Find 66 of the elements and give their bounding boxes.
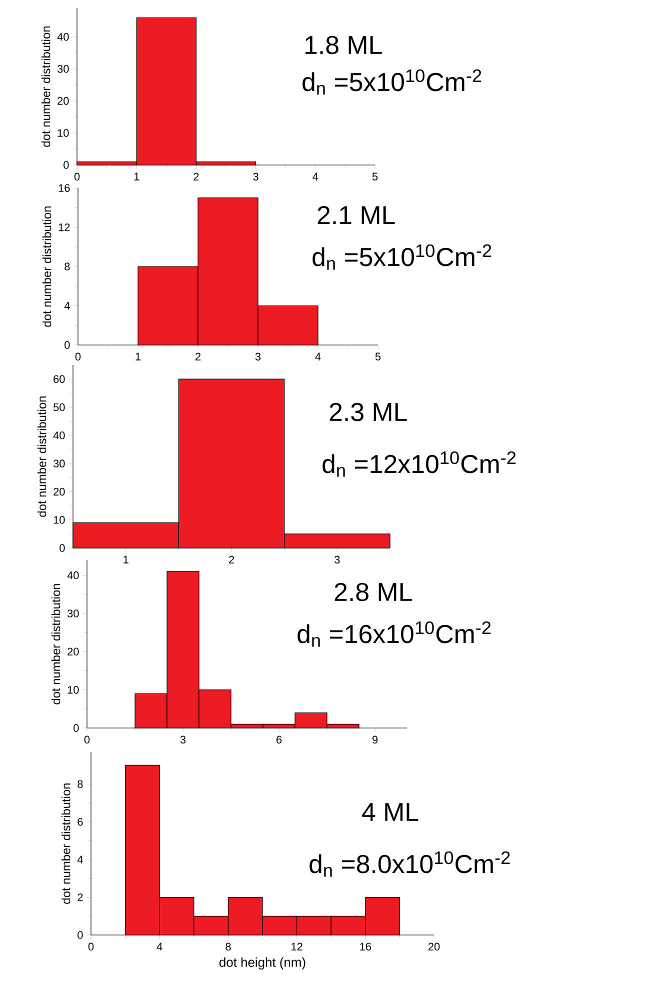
y-tick-label: 60: [54, 375, 65, 383]
y-tick-label: 10: [54, 516, 65, 524]
y-axis-title: dot number distribution: [51, 584, 60, 704]
x-tick-label: 4: [156, 942, 162, 950]
x-tick-label: 0: [84, 736, 90, 744]
text: d$_{n}$ =16x10$^{10}$Cm$^{-2}$: [298, 621, 491, 647]
y-tick-label: 0: [64, 161, 69, 169]
x-tick-label: 4: [315, 352, 321, 360]
text: 1.8 ML: [305, 36, 382, 54]
y-tick-label: 30: [57, 65, 69, 73]
x-tick-label: 1: [134, 172, 140, 180]
x-tick-label: 3: [255, 352, 261, 361]
y-tick-label: 10: [68, 686, 79, 694]
x-tick-label: 2: [194, 172, 199, 180]
y-tick-label: 4: [64, 302, 70, 310]
y-tick-label: 6: [78, 818, 83, 826]
y-tick-label: 40: [57, 32, 69, 41]
text: 4 ML: [362, 803, 418, 821]
text: 2.1 ML: [318, 206, 395, 224]
y-tick-label: 40: [67, 571, 79, 580]
x-tick-label: 3: [334, 556, 340, 564]
x-tick-label: 1: [136, 352, 141, 360]
text: d$_{n}$ =5x10$^{10}$Cm$^{-2}$: [302, 69, 482, 95]
y-axis-title: dot number distribution: [42, 206, 52, 327]
text: d$_{n}$ =12x10$^{10}$Cm$^{-2}$: [322, 451, 516, 477]
x-tick-label: 20: [428, 942, 440, 951]
x-tick-label: 2: [196, 352, 200, 360]
y-tick-label: 0: [64, 341, 70, 349]
y-tick-label: 30: [67, 610, 79, 618]
y-tick-label: 0: [74, 724, 79, 732]
y-tick-label: 0: [78, 931, 83, 939]
x-tick-label: 5: [375, 352, 381, 360]
y-tick-label: 40: [53, 432, 65, 440]
x-tick-label: 6: [276, 736, 282, 744]
x-axis-title: dot height (nm): [219, 957, 306, 970]
y-axis-title: dot number distribution: [41, 26, 50, 147]
x-tick-label: 12: [292, 942, 302, 950]
text: d$_{n}$ =8.0x10$^{10}$Cm$^{-2}$: [310, 851, 510, 877]
y-tick-label: 10: [58, 129, 69, 137]
x-tick-label: 8: [226, 942, 231, 951]
y-axis-title: dot number distribution: [62, 784, 70, 904]
y-tick-label: 0: [60, 544, 65, 552]
x-tick-label: 3: [180, 736, 186, 744]
y-tick-label: 12: [58, 223, 70, 232]
x-tick-label: 9: [372, 736, 378, 744]
y-tick-label: 20: [58, 97, 69, 105]
text: 2.8 ML: [334, 582, 412, 602]
y-tick-label: 16: [58, 184, 70, 192]
x-tick-label: 1: [124, 556, 128, 564]
y-tick-label: 2: [78, 893, 83, 902]
x-tick-label: 16: [360, 942, 372, 951]
y-tick-label: 20: [54, 488, 65, 496]
x-tick-label: 0: [88, 942, 94, 951]
y-tick-label: 30: [53, 460, 65, 468]
y-tick-label: 8: [78, 780, 83, 788]
x-tick-label: 2: [229, 556, 234, 564]
y-axis-title: dot number distribution: [37, 396, 46, 517]
x-tick-label: 4: [312, 172, 318, 180]
y-tick-label: 8: [64, 262, 70, 270]
x-tick-label: 3: [253, 172, 258, 181]
y-tick-label: 4: [77, 856, 83, 864]
text: d$_{n}$ =5x10$^{10}$Cm$^{-2}$: [312, 244, 492, 270]
text: 2.3 ML: [330, 402, 407, 422]
x-tick-label: 5: [372, 172, 378, 180]
y-tick-label: 20: [68, 648, 79, 656]
y-tick-label: 50: [53, 403, 65, 412]
